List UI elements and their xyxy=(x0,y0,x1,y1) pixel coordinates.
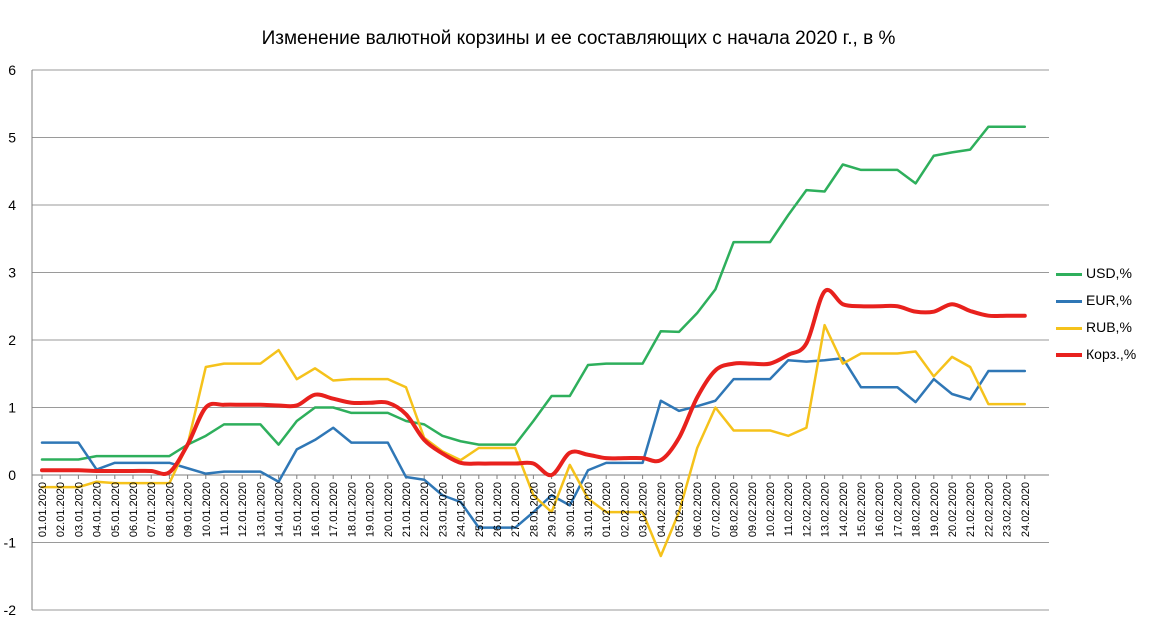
x-tick-label: 01.01.2020 xyxy=(37,482,49,537)
series-line xyxy=(40,323,1027,558)
x-tick-label: 16.02.2020 xyxy=(874,482,886,537)
x-tick-label: 21.02.2020 xyxy=(965,482,977,537)
x-tick-label: 03.01.2020 xyxy=(73,482,85,537)
x-tick-label: 14.02.2020 xyxy=(838,482,850,537)
x-tick-label: 23.02.2020 xyxy=(1002,482,1014,537)
y-tick-label: 4 xyxy=(8,197,16,213)
legend-label: USD,% xyxy=(1086,265,1132,281)
x-tick-label: 18.02.2020 xyxy=(911,482,923,537)
x-tick-label: 04.02.2020 xyxy=(656,482,668,537)
x-tick-label: 17.01.2020 xyxy=(328,482,340,537)
x-tick-label: 04.01.2020 xyxy=(92,482,104,537)
x-tick-label: 02.01.2020 xyxy=(55,482,67,537)
x-tick-label: 05.02.2020 xyxy=(674,482,686,537)
y-tick-label: 0 xyxy=(8,467,16,483)
legend-label: EUR,% xyxy=(1086,292,1132,308)
x-tick-label: 27.01.2020 xyxy=(510,482,522,537)
axes xyxy=(31,70,1049,610)
legend-swatch xyxy=(1056,273,1082,276)
x-tick-label: 14.01.2020 xyxy=(274,482,286,537)
chart-legend: USD,% EUR,% RUB,% Корз.,% xyxy=(1056,262,1156,370)
x-tick-label: 07.02.2020 xyxy=(710,482,722,537)
y-tick-label: 5 xyxy=(8,130,16,146)
x-tick-label: 15.01.2020 xyxy=(292,482,304,537)
legend-item: Корз.,% xyxy=(1056,343,1156,370)
x-tick-label: 13.01.2020 xyxy=(255,482,267,537)
gridlines xyxy=(32,69,1049,611)
x-tick-label: 30.01.2020 xyxy=(565,482,577,537)
chart-title: Изменение валютной корзины и ее составля… xyxy=(261,28,896,49)
x-tick-label: 24.01.2020 xyxy=(456,482,468,537)
legend-item: RUB,% xyxy=(1056,316,1156,343)
x-tick-label: 21.01.2020 xyxy=(401,482,413,537)
series-line xyxy=(40,125,1027,461)
y-tick-label: 3 xyxy=(8,265,16,281)
y-tick-label: 2 xyxy=(8,332,16,348)
series-lines xyxy=(40,125,1027,558)
x-tick-label: 08.02.2020 xyxy=(729,482,741,537)
x-tick-label: 20.01.2020 xyxy=(383,482,395,537)
x-tick-label: 13.02.2020 xyxy=(820,482,832,537)
series-line xyxy=(40,287,1027,478)
x-tick-label: 15.02.2020 xyxy=(856,482,868,537)
legend-swatch xyxy=(1056,327,1082,330)
x-tick-label: 31.01.2020 xyxy=(583,482,595,537)
legend-swatch xyxy=(1056,300,1082,303)
x-tick-label: 28.01.2020 xyxy=(528,482,540,537)
legend-item: USD,% xyxy=(1056,262,1156,289)
y-tick-label: -1 xyxy=(4,535,17,551)
x-tick-label: 12.02.2020 xyxy=(801,482,813,537)
x-tick-label: 02.02.2020 xyxy=(619,482,631,537)
x-tick-label: 25.01.2020 xyxy=(474,482,486,537)
x-tick-label: 22.01.2020 xyxy=(419,482,431,537)
x-tick-label: 19.01.2020 xyxy=(365,482,377,537)
series-line xyxy=(40,356,1027,529)
x-tick-label: 01.02.2020 xyxy=(601,482,613,537)
y-tick-label: 6 xyxy=(8,62,16,78)
legend-label: RUB,% xyxy=(1086,319,1132,335)
x-tick-label: 11.02.2020 xyxy=(783,482,795,536)
x-tick-label: 10.02.2020 xyxy=(765,482,777,537)
x-tick-label: 06.02.2020 xyxy=(692,482,704,537)
legend-item: EUR,% xyxy=(1056,289,1156,316)
x-tick-label: 24.02.2020 xyxy=(1020,482,1032,537)
x-tick-label: 20.02.2020 xyxy=(947,482,959,537)
y-tick-label: -2 xyxy=(4,602,17,618)
x-tick-label: 23.01.2020 xyxy=(437,482,449,537)
x-tick-label: 09.01.2020 xyxy=(183,482,195,537)
x-tick-label: 06.01.2020 xyxy=(128,482,140,537)
legend-swatch xyxy=(1056,353,1082,357)
x-tick-label: 12.01.2020 xyxy=(237,482,249,537)
x-tick-label: 07.01.2020 xyxy=(146,482,158,537)
x-tick-label: 22.02.2020 xyxy=(983,482,995,537)
x-tick-label: 03.02.2020 xyxy=(638,482,650,537)
legend-label: Корз.,% xyxy=(1086,346,1137,362)
x-tick-label: 29.01.2020 xyxy=(547,482,559,537)
x-tick-label: 10.01.2020 xyxy=(201,482,213,537)
y-tick-labels: -2 -1 0 1 2 3 4 5 6 xyxy=(4,62,17,618)
x-tick-label: 19.02.2020 xyxy=(929,482,941,537)
x-tick-labels: 01.01.2020 02.01.2020 03.01.2020 04.01.2020… xyxy=(37,482,1032,537)
x-tick-label: 18.01.2020 xyxy=(346,482,358,537)
x-tick-label: 08.01.2020 xyxy=(164,482,176,537)
x-tick-label: 17.02.2020 xyxy=(892,482,904,537)
x-tick-label: 11.01.2020 xyxy=(219,482,231,536)
x-tick-label: 26.01.2020 xyxy=(492,482,504,537)
x-tick-label: 16.01.2020 xyxy=(310,482,322,537)
y-tick-label: 1 xyxy=(8,400,16,416)
x-tick-label: 05.01.2020 xyxy=(110,482,122,537)
x-tick-label: 09.02.2020 xyxy=(747,482,759,537)
